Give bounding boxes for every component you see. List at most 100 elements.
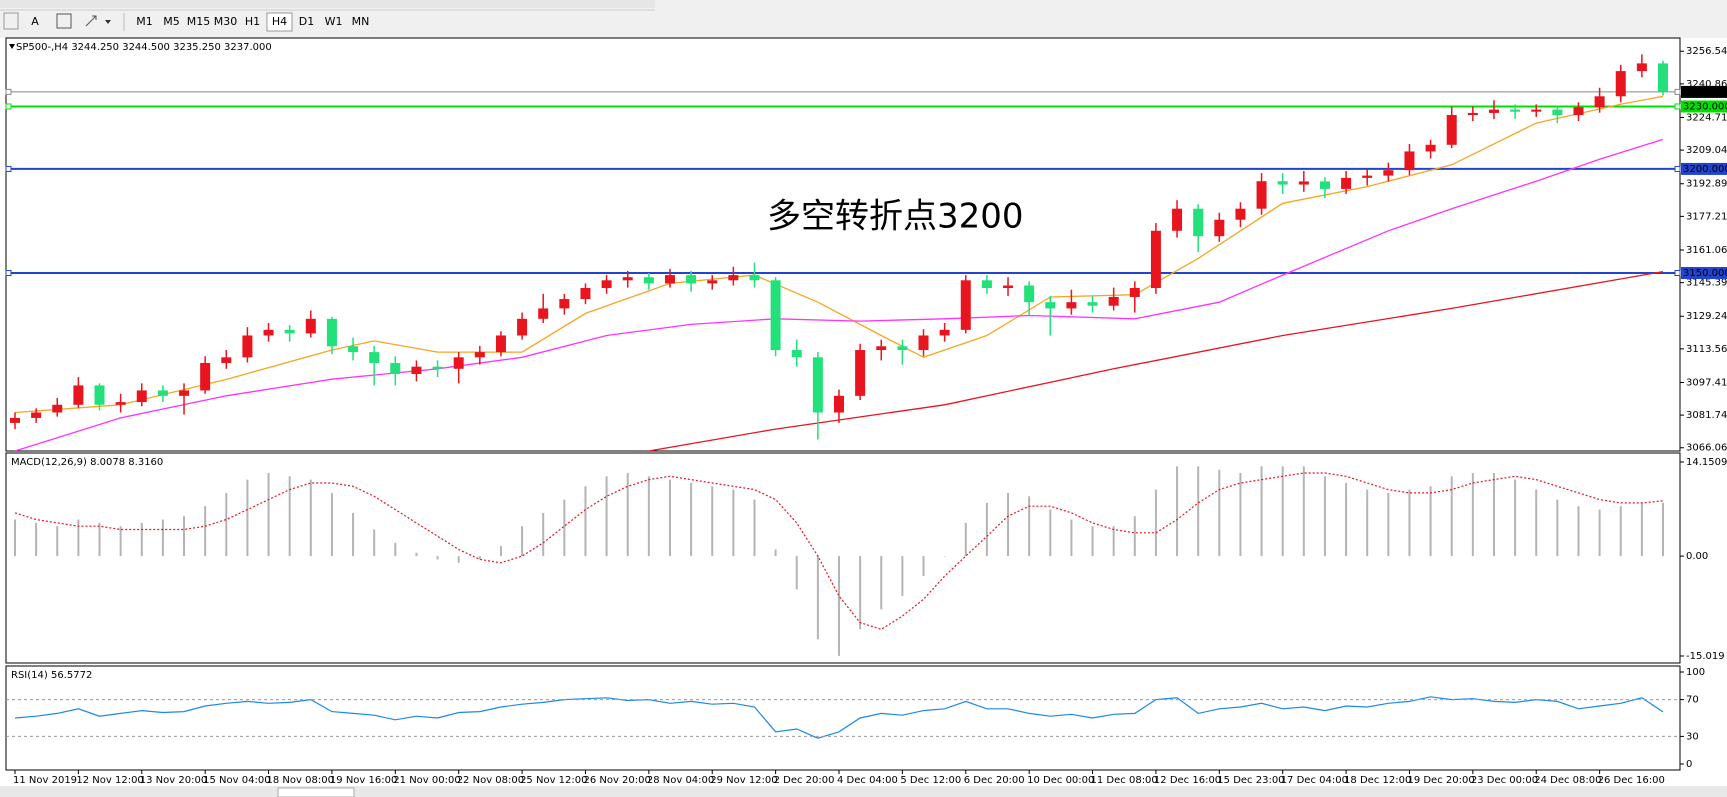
macd-bar — [161, 519, 164, 557]
candle-body — [1108, 296, 1119, 306]
candle-body — [157, 390, 168, 396]
macd-bar — [56, 526, 59, 557]
main-plot — [6, 54, 1680, 451]
macd-bar — [647, 476, 650, 557]
candle-body — [707, 280, 718, 284]
candle-body — [1510, 109, 1521, 112]
x-tick-label: 5 Dec 12:00 — [900, 775, 961, 786]
x-tick-label: 4 Dec 04:00 — [837, 775, 898, 786]
dropdown-arrow[interactable] — [105, 20, 111, 24]
x-tick-label: 29 Nov 12:00 — [710, 775, 777, 786]
candle-body — [1467, 112, 1478, 116]
macd-bar — [1112, 526, 1115, 557]
macd-bar — [499, 546, 502, 557]
moving-average — [14, 95, 1664, 414]
macd-bar — [225, 492, 228, 557]
y-tick-label: 3177.215 — [1686, 211, 1727, 222]
macd-bar — [1281, 466, 1284, 557]
x-tick-label: 11 Nov 2019 — [13, 775, 77, 786]
candle-body — [348, 346, 359, 353]
candle-body — [1256, 181, 1267, 209]
candle-body — [1615, 71, 1626, 97]
level-endpoint[interactable] — [1674, 88, 1681, 95]
candle-body — [517, 318, 528, 336]
main-panel — [5, 37, 1681, 452]
macd-bar — [668, 479, 671, 557]
macd-bar — [352, 512, 355, 557]
macd-bar — [267, 472, 270, 557]
arrow-tool-button[interactable] — [85, 15, 97, 27]
candle-body — [1066, 302, 1077, 309]
y-tick-label: 3209.040 — [1686, 145, 1727, 156]
timeframe-label: MN — [352, 15, 370, 28]
timeframe-button[interactable] — [186, 13, 211, 31]
y-tick-label: 3145.390 — [1686, 278, 1727, 289]
macd-bar — [77, 519, 80, 557]
timeframe-button[interactable] — [348, 13, 373, 31]
timeframe-button[interactable] — [240, 13, 265, 31]
candle-body — [812, 357, 823, 413]
macd-bar — [1260, 466, 1263, 557]
candle-body — [411, 366, 422, 374]
x-tick-label: 11 Dec 08:00 — [1091, 775, 1158, 786]
macd-bar — [1366, 489, 1369, 557]
y-tick-label: 3161.065 — [1686, 245, 1727, 256]
macd-bar — [183, 516, 186, 557]
timeframe-label: H4 — [272, 15, 287, 28]
active-tab[interactable] — [277, 787, 355, 797]
timeframe-label: D1 — [299, 15, 314, 28]
level-label: 3150.000 — [1683, 268, 1727, 279]
candle-body — [981, 280, 992, 289]
macd-bar — [288, 476, 291, 557]
macd-bar — [1429, 486, 1432, 557]
level-endpoint[interactable] — [1674, 270, 1681, 277]
rsi-panel — [5, 665, 1681, 771]
macd-bar — [1091, 526, 1094, 557]
timeframe-button[interactable] — [213, 13, 238, 31]
timeframe-button[interactable] — [266, 12, 293, 32]
candle-body — [855, 350, 866, 396]
macd-bar — [753, 499, 756, 557]
candle-body — [1214, 219, 1225, 237]
macd-bar — [1619, 506, 1622, 557]
moving-average — [14, 138, 1664, 451]
grip-icon[interactable] — [3, 12, 19, 30]
label-tool-button[interactable] — [56, 13, 72, 29]
candle-body — [791, 350, 802, 358]
candle-body — [1404, 151, 1415, 171]
level-endpoint[interactable] — [5, 165, 12, 172]
timeframe-button[interactable] — [132, 13, 157, 31]
macd-bar — [1345, 482, 1348, 557]
candle-body — [1129, 288, 1140, 297]
annotation: 多空转折点3200 — [767, 197, 1024, 237]
level-label-box — [1681, 100, 1727, 113]
chart-frame — [0, 34, 1727, 38]
candle-body — [305, 318, 316, 334]
candle-body — [686, 275, 697, 284]
text-tool-button[interactable] — [26, 13, 44, 31]
tab-bar — [0, 786, 1727, 797]
level-endpoint[interactable] — [1674, 103, 1681, 110]
macd-bar — [1070, 519, 1073, 557]
macd-bar — [1598, 509, 1601, 557]
x-tick-label: 28 Nov 04:00 — [647, 775, 714, 786]
macd-bar — [943, 556, 946, 557]
candle-body — [1362, 175, 1373, 178]
candle-body — [179, 390, 190, 396]
macd-bar — [626, 472, 629, 557]
macd-bar — [774, 549, 777, 557]
x-tick-label: 15 Dec 23:00 — [1217, 775, 1284, 786]
level-endpoint[interactable] — [1674, 165, 1681, 172]
macd-bar — [204, 506, 207, 557]
timeframe-button[interactable] — [321, 13, 346, 31]
candle-body — [263, 329, 274, 336]
rsi-title: RSI(14) 56.5772 — [11, 670, 92, 681]
level-endpoint[interactable] — [5, 88, 12, 95]
candle-body — [136, 390, 147, 403]
y-tick-label: 70 — [1686, 695, 1699, 706]
macd-bar — [330, 492, 333, 557]
level-endpoint[interactable] — [5, 270, 12, 277]
timeframe-button[interactable] — [159, 13, 184, 31]
timeframe-button[interactable] — [294, 13, 319, 31]
level-endpoint[interactable] — [5, 103, 12, 110]
